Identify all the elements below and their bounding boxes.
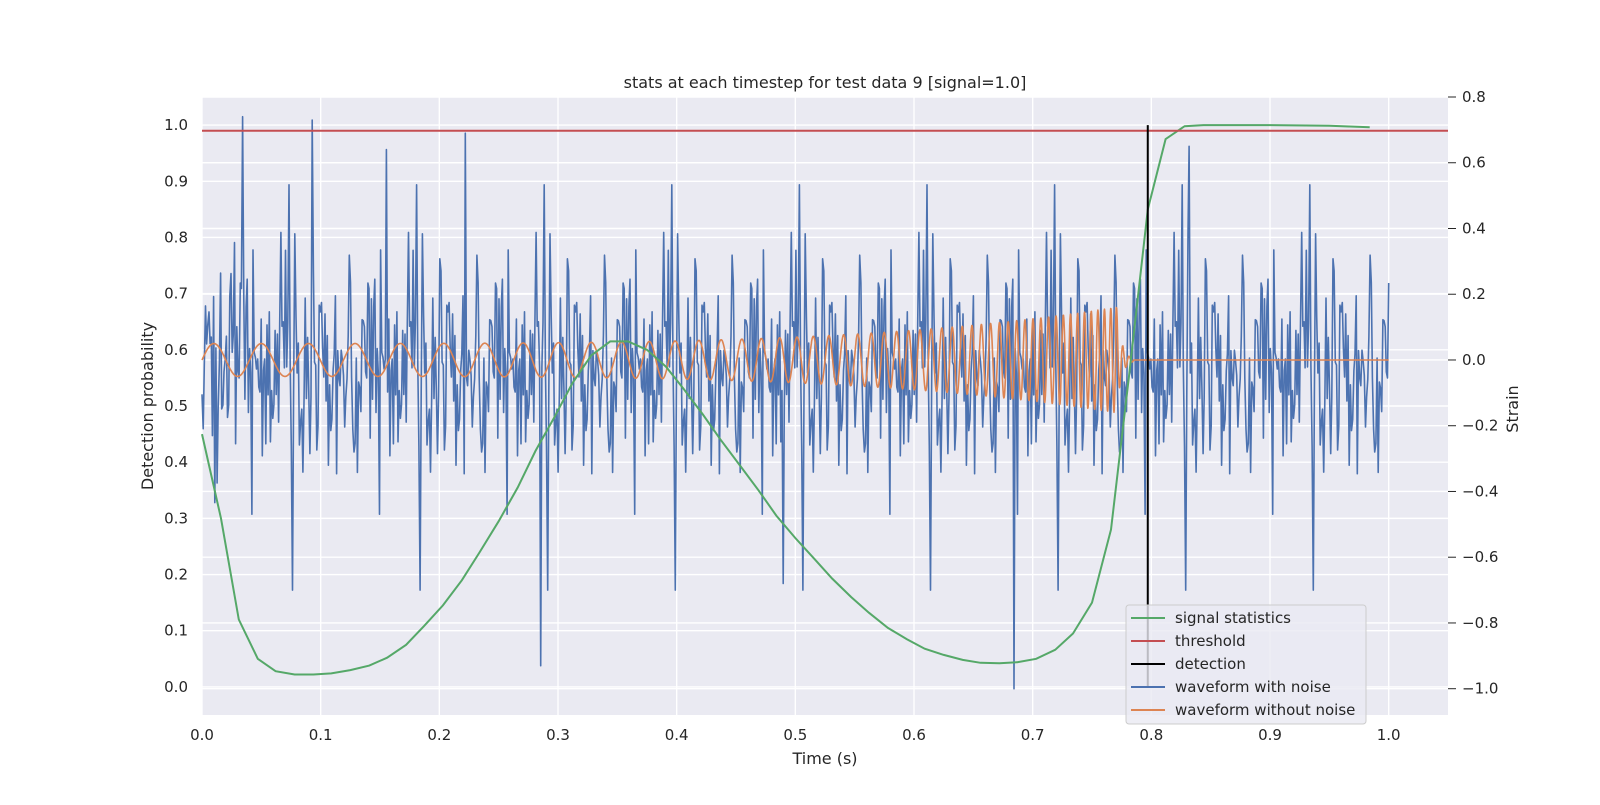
- y2-tick-label: 0.2: [1462, 285, 1486, 303]
- legend-label-signal-statistics: signal statistics: [1175, 609, 1291, 627]
- x-tick-label: 0.1: [309, 726, 333, 744]
- y2-tick-label: 0.0: [1462, 351, 1486, 369]
- y2-tick-label: −1.0: [1462, 680, 1498, 698]
- x-tick-label: 0.4: [665, 726, 689, 744]
- legend: signal statistics threshold detection wa…: [1125, 604, 1367, 725]
- x-axis-label: Time (s): [791, 749, 857, 768]
- x-tick-label: 0.8: [1139, 726, 1163, 744]
- y2-tick-label: 0.8: [1462, 88, 1486, 106]
- y2-tick-label: −0.6: [1462, 548, 1498, 566]
- legend-label-waveform-without-noise: waveform without noise: [1175, 701, 1355, 719]
- legend-label-detection: detection: [1175, 655, 1246, 673]
- legend-label-threshold: threshold: [1175, 632, 1246, 650]
- chart-title: stats at each timestep for test data 9 […: [624, 73, 1027, 92]
- y-tick-label: 0.8: [164, 228, 188, 246]
- y-tick-label: 0.6: [164, 341, 188, 359]
- y2-tick-label: −0.4: [1462, 482, 1498, 500]
- x-tick-label: 0.9: [1258, 726, 1282, 744]
- y2-tick-label: −0.8: [1462, 614, 1498, 632]
- y-tick-label: 1.0: [164, 116, 188, 134]
- ticks-layer: 0.0 0.1 0.2 0.3 0.4 0.5 0.6 0.7 0.8 0.9 1.0 0.0 0.1 0…: [164, 88, 1498, 744]
- y-tick-label: 0.9: [164, 172, 188, 190]
- series-waveform-without-noise: [201, 306, 1389, 414]
- y-axis-label: Detection probability: [138, 322, 157, 490]
- x-tick-label: 0.0: [190, 726, 214, 744]
- y2-tick-label: −0.2: [1462, 417, 1498, 435]
- series-waveform-with-noise: [201, 115, 1390, 690]
- x-tick-label: 0.3: [546, 726, 570, 744]
- series-layer: [201, 115, 1448, 690]
- x-tick-label: 1.0: [1377, 726, 1401, 744]
- series-signal-statistics: [201, 124, 1370, 676]
- y2-tick-label: 0.6: [1462, 154, 1486, 172]
- x-tick-label: 0.2: [427, 726, 451, 744]
- x-tick-label: 0.6: [902, 726, 926, 744]
- y-tick-label: 0.2: [164, 566, 188, 584]
- y-tick-label: 0.0: [164, 678, 188, 696]
- y2-tick-label: 0.4: [1462, 219, 1486, 237]
- legend-label-waveform-with-noise: waveform with noise: [1175, 678, 1331, 696]
- y-tick-label: 0.3: [164, 509, 188, 527]
- x-tick-label: 0.7: [1021, 726, 1045, 744]
- y2-axis-label: Strain: [1503, 385, 1522, 432]
- y-tick-label: 0.4: [164, 453, 188, 471]
- x-tick-label: 0.5: [783, 726, 807, 744]
- y-tick-label: 0.1: [164, 622, 188, 640]
- legend-box: [1125, 604, 1367, 725]
- y-tick-label: 0.7: [164, 285, 188, 303]
- y-tick-label: 0.5: [164, 397, 188, 415]
